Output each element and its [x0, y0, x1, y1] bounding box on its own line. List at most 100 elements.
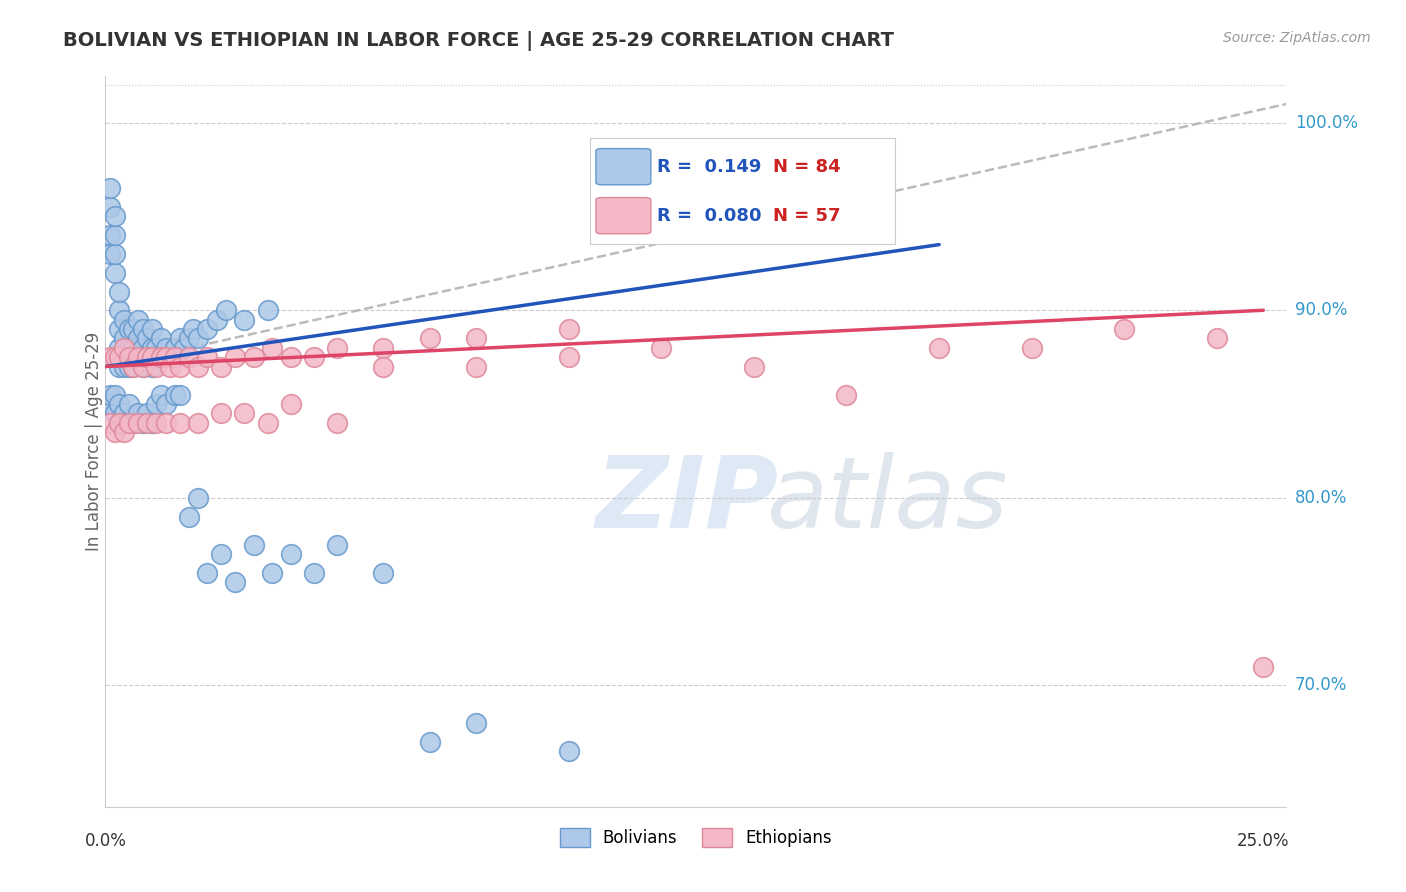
- Point: [169, 331, 191, 345]
- Point: [104, 247, 127, 261]
- Point: [131, 322, 153, 336]
- Point: [215, 303, 238, 318]
- Point: [108, 350, 131, 364]
- Point: [98, 228, 121, 243]
- Point: [280, 350, 302, 364]
- Text: 0.0%: 0.0%: [84, 832, 127, 850]
- Point: [145, 359, 167, 374]
- Point: [242, 538, 264, 552]
- Point: [159, 350, 181, 364]
- Point: [141, 416, 163, 430]
- Point: [136, 416, 159, 430]
- Point: [373, 566, 395, 580]
- Point: [419, 331, 441, 345]
- Point: [742, 359, 765, 374]
- Y-axis label: In Labor Force | Age 25-29: In Labor Force | Age 25-29: [86, 332, 103, 551]
- Point: [122, 341, 145, 355]
- Point: [141, 322, 163, 336]
- Point: [1253, 659, 1275, 673]
- Point: [163, 341, 186, 355]
- Point: [187, 359, 209, 374]
- Point: [209, 547, 232, 561]
- Point: [280, 397, 302, 411]
- Point: [112, 331, 135, 345]
- Text: Source: ZipAtlas.com: Source: ZipAtlas.com: [1223, 31, 1371, 45]
- Text: 100.0%: 100.0%: [1295, 113, 1358, 132]
- Point: [150, 387, 173, 401]
- Point: [465, 331, 488, 345]
- Point: [145, 341, 167, 355]
- Text: R =  0.149: R = 0.149: [657, 158, 761, 176]
- Point: [209, 406, 232, 420]
- Point: [256, 416, 278, 430]
- Point: [224, 350, 246, 364]
- Legend: Bolivians, Ethiopians: Bolivians, Ethiopians: [553, 822, 839, 854]
- Point: [108, 322, 131, 336]
- Point: [1021, 341, 1043, 355]
- Point: [373, 359, 395, 374]
- Point: [117, 397, 139, 411]
- Text: 25.0%: 25.0%: [1237, 832, 1289, 850]
- Point: [112, 359, 135, 374]
- Point: [465, 715, 488, 730]
- Point: [256, 303, 278, 318]
- Point: [98, 181, 121, 195]
- Point: [127, 416, 149, 430]
- Point: [104, 406, 127, 420]
- Point: [195, 322, 218, 336]
- Text: 90.0%: 90.0%: [1295, 301, 1347, 319]
- Point: [169, 359, 191, 374]
- Text: N = 84: N = 84: [773, 158, 841, 176]
- Point: [195, 350, 218, 364]
- Point: [155, 416, 177, 430]
- Point: [141, 350, 163, 364]
- Point: [122, 359, 145, 374]
- Point: [187, 416, 209, 430]
- Point: [112, 425, 135, 439]
- Point: [117, 350, 139, 364]
- Point: [1114, 322, 1136, 336]
- Point: [104, 210, 127, 224]
- Point: [173, 341, 195, 355]
- Point: [242, 350, 264, 364]
- Point: [928, 341, 950, 355]
- Point: [104, 387, 127, 401]
- Point: [122, 416, 145, 430]
- Point: [108, 303, 131, 318]
- Point: [104, 228, 127, 243]
- Text: 70.0%: 70.0%: [1295, 676, 1347, 694]
- Point: [373, 341, 395, 355]
- Point: [557, 744, 579, 758]
- Point: [112, 350, 135, 364]
- Point: [117, 359, 139, 374]
- Point: [108, 359, 131, 374]
- Point: [1206, 331, 1229, 345]
- Point: [98, 397, 121, 411]
- Point: [98, 387, 121, 401]
- Point: [169, 416, 191, 430]
- Text: BOLIVIAN VS ETHIOPIAN IN LABOR FORCE | AGE 25-29 CORRELATION CHART: BOLIVIAN VS ETHIOPIAN IN LABOR FORCE | A…: [63, 31, 894, 51]
- Point: [122, 322, 145, 336]
- Point: [187, 491, 209, 505]
- Point: [108, 416, 131, 430]
- Point: [302, 350, 325, 364]
- Point: [98, 350, 121, 364]
- Point: [465, 359, 488, 374]
- Point: [141, 359, 163, 374]
- Point: [262, 566, 284, 580]
- Point: [117, 322, 139, 336]
- Point: [650, 341, 672, 355]
- Point: [187, 331, 209, 345]
- Point: [155, 350, 177, 364]
- Point: [835, 387, 858, 401]
- Point: [183, 322, 205, 336]
- Point: [177, 331, 200, 345]
- Point: [136, 350, 159, 364]
- Point: [209, 359, 232, 374]
- Point: [419, 734, 441, 748]
- Point: [163, 387, 186, 401]
- Point: [233, 406, 256, 420]
- Point: [108, 285, 131, 299]
- Point: [104, 425, 127, 439]
- Point: [131, 359, 153, 374]
